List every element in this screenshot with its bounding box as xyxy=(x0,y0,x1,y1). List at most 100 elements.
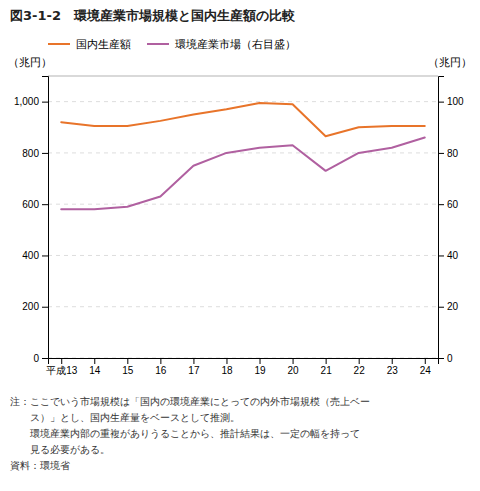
tick: 24 xyxy=(420,358,432,376)
tick: 23 xyxy=(387,358,399,376)
tick-label: 40 xyxy=(447,250,459,261)
grid-line xyxy=(48,306,438,307)
tick: 600 xyxy=(22,199,48,210)
tick: 14 xyxy=(89,358,101,376)
tick: 0 xyxy=(438,353,453,364)
lines xyxy=(61,103,425,209)
title: 図3-1-2 環境産業市場規模と国内生産額の比較 xyxy=(10,8,296,23)
tick: 20 xyxy=(288,358,300,376)
tick-mark xyxy=(293,358,294,364)
y-axis-label: （兆円） xyxy=(8,56,52,69)
tick: 40 xyxy=(438,250,459,261)
tick-label: 23 xyxy=(387,365,399,376)
tick: 400 xyxy=(22,250,48,261)
tick-label: 20 xyxy=(288,365,300,376)
tick: 18 xyxy=(221,358,233,376)
tick-label: 200 xyxy=(22,301,39,312)
tick-mark xyxy=(438,153,444,154)
tick-label: 600 xyxy=(22,199,39,210)
axis-line xyxy=(49,359,439,365)
tick: 60 xyxy=(438,199,459,210)
y2-axis: 0 20 40 60 80 100 xyxy=(438,77,464,364)
tick-mark xyxy=(438,255,444,256)
tick: 17 xyxy=(188,358,200,376)
tick-mark xyxy=(42,358,48,359)
tick-label: 15 xyxy=(122,365,134,376)
grid-line xyxy=(48,204,438,205)
tick-label: 100 xyxy=(447,96,464,107)
tick: 100 xyxy=(438,96,464,107)
axis-line xyxy=(439,77,445,359)
tick-label: 22 xyxy=(354,365,366,376)
tick-mark xyxy=(438,358,444,359)
tick-mark xyxy=(438,204,444,205)
tick: 20 xyxy=(438,301,459,312)
grid-line xyxy=(48,255,438,256)
grid-line xyxy=(48,152,438,153)
y2-axis-label: （兆円） xyxy=(428,56,472,69)
tick: 800 xyxy=(22,148,48,159)
annotation: 注：ここでいう市場規模は「国内の環境産業にとっての内外市場規模（売上ベー xyxy=(10,396,370,407)
annotation: 見る必要がある。 xyxy=(10,444,110,455)
tick-label: 800 xyxy=(22,148,39,159)
tick-label: 0 xyxy=(447,353,453,364)
tick-label: 平成13 xyxy=(46,365,78,376)
tick-label: 16 xyxy=(155,365,167,376)
tick-mark xyxy=(160,358,161,364)
tick-mark xyxy=(193,358,194,364)
tick-label: 17 xyxy=(188,365,200,376)
tick-mark xyxy=(94,358,95,364)
frame-top xyxy=(48,76,438,77)
annotation: 環境産業内部の重複がありうることから、推計結果は、一定の幅を持って xyxy=(10,428,360,439)
tick-mark xyxy=(42,307,48,308)
tick: 0 xyxy=(33,353,48,364)
tick-mark xyxy=(425,358,426,364)
tick: 1,000 xyxy=(14,96,48,107)
legend-label: 国内生産額 xyxy=(76,38,131,51)
tick-label: 400 xyxy=(22,250,39,261)
line xyxy=(61,138,425,210)
legend: 国内生産額環境産業市場（右目盛） xyxy=(48,38,296,51)
tick: 22 xyxy=(354,358,366,376)
tick-mark xyxy=(438,307,444,308)
tick-label: 24 xyxy=(420,365,432,376)
x-axis: 平成13 14 15 16 17 18 19 20 21 22 23 24 xyxy=(46,358,438,376)
tick-mark xyxy=(61,358,62,364)
tick-label: 0 xyxy=(33,353,39,364)
y-axis: 0 200 400 600 800 1,000 xyxy=(14,77,49,364)
tick-label: 18 xyxy=(221,365,233,376)
tick-mark xyxy=(226,358,227,364)
tick: 21 xyxy=(321,358,333,376)
tick-mark xyxy=(42,204,48,205)
tick: 平成13 xyxy=(46,358,78,376)
tick-label: 21 xyxy=(321,365,333,376)
tick-mark xyxy=(127,358,128,364)
tick-mark xyxy=(438,102,444,103)
grid xyxy=(48,102,438,358)
tick-label: 19 xyxy=(254,365,266,376)
tick: 19 xyxy=(254,358,266,376)
tick-label: 60 xyxy=(447,199,459,210)
tick-mark xyxy=(326,358,327,364)
tick: 15 xyxy=(122,358,134,376)
tick-label: 1,000 xyxy=(14,96,39,107)
tick-label: 14 xyxy=(89,365,101,376)
tick: 200 xyxy=(22,301,48,312)
tick: 80 xyxy=(438,148,459,159)
axis-line xyxy=(42,77,49,359)
legend-swatch xyxy=(48,43,70,45)
tick-mark xyxy=(42,255,48,256)
chart: 図3-1-2 環境産業市場規模と国内生産額の比較平成13 14 15 16 17 18 19… xyxy=(0,0,480,491)
legend-swatch xyxy=(147,43,169,45)
tick-label: 80 xyxy=(447,148,459,159)
grid-line xyxy=(48,101,438,102)
legend-item: 国内生産額 xyxy=(48,38,131,51)
annotation: ス）」とし、国内生産量をベースとして推測。 xyxy=(10,412,240,423)
tick-mark xyxy=(260,358,261,364)
tick: 16 xyxy=(155,358,167,376)
tick-mark xyxy=(359,358,360,364)
tick-mark xyxy=(392,358,393,364)
tick-mark xyxy=(42,102,48,103)
annotation: 資料：環境省 xyxy=(10,460,70,471)
tick-mark xyxy=(42,153,48,154)
